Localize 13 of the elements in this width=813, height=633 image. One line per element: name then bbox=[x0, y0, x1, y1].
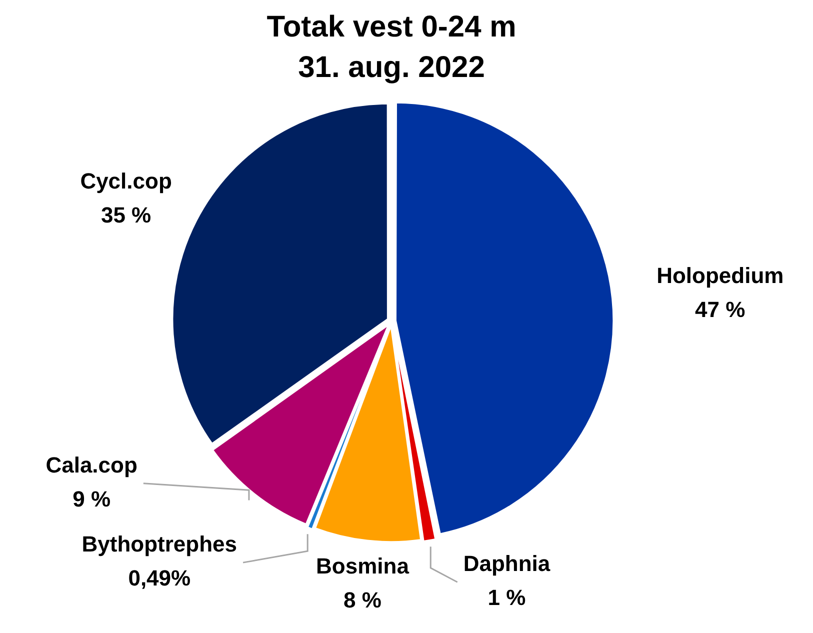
data-label: 35 % bbox=[100, 202, 152, 228]
data-label: 9 % bbox=[72, 486, 111, 512]
slice-label: Holopedium bbox=[656, 263, 784, 288]
slice-label: Daphnia bbox=[463, 551, 551, 576]
slice-label: Cycl.cop bbox=[80, 168, 172, 194]
data-label: 47 % bbox=[695, 297, 746, 322]
slice-label: Bosmina bbox=[316, 553, 410, 578]
slice-label: Cala.cop bbox=[46, 452, 138, 478]
chart-title: Totak vest 0-24 m 31. aug. 2022 bbox=[266, 10, 516, 84]
data-label: 0,49% bbox=[128, 566, 191, 591]
data-label: 8 % bbox=[344, 587, 382, 612]
data-label: 1 % bbox=[488, 585, 526, 610]
slice-label: Bythoptrephes bbox=[82, 532, 238, 557]
